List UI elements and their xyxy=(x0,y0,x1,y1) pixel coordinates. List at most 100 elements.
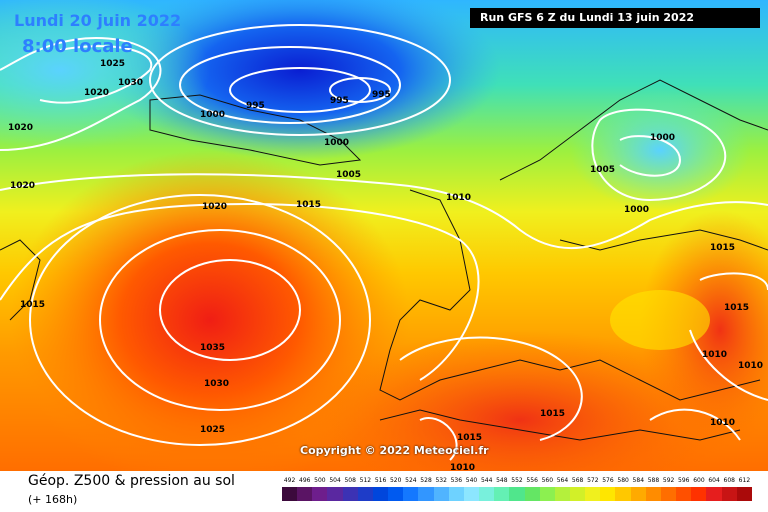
legend-color-swatch xyxy=(645,487,661,501)
legend-color-swatch xyxy=(706,487,722,501)
south-hot-field xyxy=(300,330,740,471)
legend-color-swatch xyxy=(660,487,677,501)
legend-scale-value: 608 xyxy=(723,477,735,484)
isobar-label: 1010 xyxy=(738,361,763,371)
legend-scale-value: 540 xyxy=(465,477,478,484)
legend-color-swatch xyxy=(388,487,404,501)
legend-scale-value: 580 xyxy=(617,477,629,484)
legend-color-swatch xyxy=(494,487,510,501)
isobar-label: 1010 xyxy=(710,418,735,428)
isobar-label: 1030 xyxy=(118,78,143,88)
legend-scale-value: 604 xyxy=(708,477,720,484)
legend-scale-value: 536 xyxy=(450,477,463,484)
legend-scale-value: 584 xyxy=(632,477,645,484)
legend-color-swatch xyxy=(282,487,298,501)
isobar-label: 1020 xyxy=(202,202,227,212)
isobar-label: 1015 xyxy=(296,200,321,210)
legend-color-swatch xyxy=(448,487,464,501)
coastlines xyxy=(0,79,768,441)
isobar-label: 1020 xyxy=(84,88,109,98)
legend-color-swatch xyxy=(357,487,373,501)
isobars xyxy=(0,24,768,461)
legend-color-swatch xyxy=(524,487,540,501)
isobar-label: 995 xyxy=(372,90,391,100)
legend-color-swatch xyxy=(418,487,434,501)
legend-scale-value: 612 xyxy=(738,477,751,484)
isobar-label: 1010 xyxy=(450,463,475,471)
isobar-label: 1015 xyxy=(20,300,45,310)
legend-scale-values: 492 496 500 504 508 512 516 520 524 528 532 536 540 5… xyxy=(282,477,752,485)
run-info-box: Run GFS 6 Z du Lundi 13 juin 2022 xyxy=(470,8,760,28)
isobar-label: 1025 xyxy=(100,59,125,69)
isobar-label: 1000 xyxy=(650,133,675,143)
legend-scale-value: 556 xyxy=(526,477,538,484)
legend-subtitle: (+ 168h) xyxy=(28,493,78,506)
isobar-label: 1015 xyxy=(457,433,482,443)
isobar-label: 1020 xyxy=(8,123,33,133)
legend-color-swatch xyxy=(403,487,419,501)
isobar-label: 1030 xyxy=(204,379,229,389)
legend-color-swatch xyxy=(297,487,313,501)
legend-color-swatch xyxy=(554,487,570,501)
isobar-label: 1000 xyxy=(324,138,349,148)
legend-color-swatch xyxy=(736,487,752,501)
legend-color-swatch xyxy=(463,487,480,501)
legend-scale-value: 548 xyxy=(496,477,508,484)
legend-scale-value: 496 xyxy=(299,477,311,484)
legend-scale-value: 588 xyxy=(647,477,660,484)
isobar-label: 1025 xyxy=(200,425,225,435)
legend-scale-value: 492 xyxy=(283,477,296,484)
legend-color-swatch xyxy=(721,487,737,501)
legend-color-swatch xyxy=(585,487,601,501)
isobar-label: 1010 xyxy=(702,350,727,360)
legend-scale-value: 592 xyxy=(662,477,675,484)
legend-scale-value: 508 xyxy=(344,477,356,484)
legend-color-swatch xyxy=(342,487,358,501)
isobar-label: 1020 xyxy=(10,181,35,191)
legend-scale-value: 520 xyxy=(389,477,402,484)
legend-color-swatch xyxy=(600,487,616,501)
legend-color-swatch xyxy=(479,487,495,501)
northeast-field xyxy=(570,90,750,210)
isobar-label: 1005 xyxy=(336,170,361,180)
legend-color-swatch xyxy=(372,487,389,501)
legend-scale-value: 560 xyxy=(541,477,554,484)
isobar-label: 1010 xyxy=(446,193,471,203)
isobar-label: 1015 xyxy=(710,243,735,253)
legend-scale-value: 600 xyxy=(693,477,705,484)
legend-color-swatch xyxy=(327,487,343,501)
isobar-label: 995 xyxy=(246,101,265,111)
legend-color-swatch xyxy=(676,487,692,501)
legend-color-swatch xyxy=(539,487,555,501)
legend-bar: Géop. Z500 & pression au sol (+ 168h) 49… xyxy=(0,471,768,512)
legend-color-swatch xyxy=(569,487,586,501)
legend-scale-value: 532 xyxy=(435,477,447,484)
isobar-label: 1035 xyxy=(200,343,225,353)
isobar-labels: 1025 1020 1030 1020 1020 1000 995 995 995 1000 100… xyxy=(8,59,763,471)
legend-scale-value: 504 xyxy=(329,477,341,484)
legend-color-swatch xyxy=(312,487,328,501)
legend-scale-value: 516 xyxy=(374,477,387,484)
isobar-label: 995 xyxy=(330,96,349,106)
anticyclone-field xyxy=(10,150,410,471)
legend-scale-value: 500 xyxy=(314,477,326,484)
legend-scale-value: 576 xyxy=(602,477,614,484)
yellow-ridge xyxy=(610,290,710,350)
isobar-label: 1005 xyxy=(590,165,615,175)
isobar-label: 1015 xyxy=(724,303,749,313)
legend-scale-value: 528 xyxy=(420,477,432,484)
isobar-label: 1015 xyxy=(540,409,565,419)
legend-scale-value: 564 xyxy=(556,477,569,484)
legend-color-swatch xyxy=(630,487,646,501)
legend-scale-value: 568 xyxy=(571,477,584,484)
isobar-label: 1000 xyxy=(624,205,649,215)
legend-scale-value: 544 xyxy=(480,477,493,484)
legend-color-swatch xyxy=(691,487,707,501)
isobar-label: 1000 xyxy=(200,110,225,120)
date-label: Lundi 20 juin 2022 xyxy=(14,11,181,30)
legend-scale-value: 572 xyxy=(587,477,599,484)
legend-title: Géop. Z500 & pression au sol xyxy=(28,473,235,489)
legend-color-swatch xyxy=(433,487,449,501)
legend-scale-value: 552 xyxy=(511,477,523,484)
